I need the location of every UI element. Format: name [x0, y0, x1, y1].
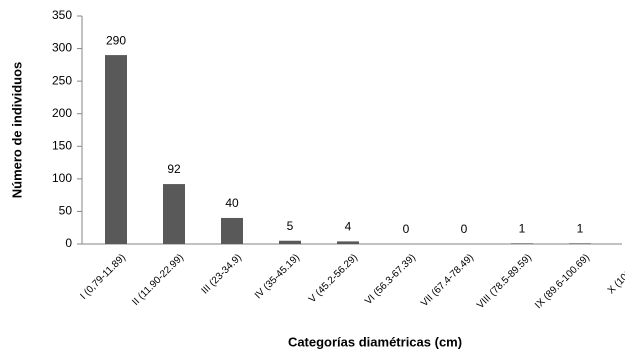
bar — [163, 184, 185, 244]
data-label: 5 — [287, 219, 294, 233]
data-label: 1 — [577, 222, 584, 236]
x-tick-label: X (100.7-11 — [606, 252, 625, 297]
x-tick-label: II (11.90-22.99) — [130, 252, 186, 308]
data-label: 92 — [167, 162, 181, 176]
data-label: 40 — [225, 196, 239, 210]
x-tick-label: VIII (78.5-89.59) — [475, 252, 534, 311]
data-label: 0 — [461, 222, 468, 236]
bar — [105, 55, 127, 245]
y-tick-label: 300 — [52, 41, 72, 55]
x-tick-label: III (23-34.9) — [200, 252, 244, 296]
y-axis-title: Número de individuos — [9, 62, 24, 199]
x-tick-label: IV (35-45.19) — [253, 252, 302, 301]
y-tick-label: 100 — [52, 171, 72, 185]
bar — [337, 241, 359, 244]
y-tick-label: 200 — [52, 106, 72, 120]
data-label: 290 — [106, 33, 126, 47]
y-tick-label: 150 — [52, 138, 72, 152]
data-label: 4 — [345, 220, 352, 234]
bar — [511, 243, 533, 244]
data-label: 0 — [403, 222, 410, 236]
y-tick-label: 250 — [52, 73, 72, 87]
x-axis-title: Categorías diamétricas (cm) — [288, 334, 462, 349]
y-tick-label: 0 — [65, 236, 72, 250]
x-tick-label: IX (89.6-100.69) — [533, 252, 592, 311]
x-tick-label: VII (67.4-78.49) — [419, 252, 476, 309]
bar — [569, 243, 591, 244]
y-tick-label: 350 — [52, 8, 72, 22]
y-tick-label: 50 — [59, 204, 73, 218]
x-tick-label: VI (56.3-67.39) — [363, 252, 418, 307]
bar — [221, 217, 243, 244]
bar — [279, 240, 301, 244]
data-label: 1 — [519, 222, 526, 236]
x-tick-label: V (45.2-56.29) — [307, 252, 360, 305]
x-tick-label: I (0,79-11.89) — [78, 252, 128, 302]
